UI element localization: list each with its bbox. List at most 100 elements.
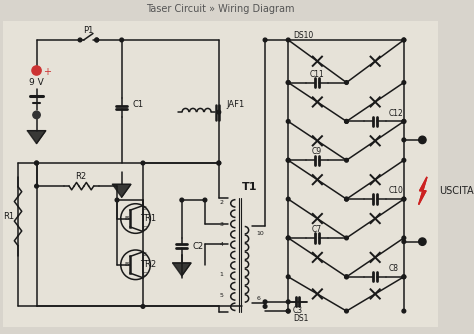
Polygon shape [419,177,427,205]
Text: C: C [143,273,147,278]
Circle shape [35,161,38,165]
Text: 5: 5 [219,293,223,298]
Text: DS10: DS10 [293,31,313,40]
Circle shape [345,197,348,201]
Circle shape [286,309,290,313]
Polygon shape [27,131,46,144]
Polygon shape [112,184,131,197]
Circle shape [95,38,99,42]
Text: TR2: TR2 [140,260,156,269]
Text: DS1: DS1 [293,314,308,323]
Text: R2: R2 [75,172,87,181]
Text: 2: 2 [219,200,223,205]
Circle shape [286,197,290,201]
Circle shape [402,236,406,240]
Circle shape [402,275,406,279]
Circle shape [32,66,41,75]
Circle shape [217,110,221,114]
Text: JAF1: JAF1 [226,100,245,109]
FancyBboxPatch shape [3,21,438,327]
Text: +: + [43,67,51,77]
Text: 4: 4 [219,242,223,247]
Circle shape [217,161,221,165]
Circle shape [419,136,426,144]
Text: P1: P1 [83,26,93,35]
Polygon shape [173,263,191,276]
Circle shape [263,38,267,42]
Circle shape [402,38,406,42]
Circle shape [141,305,145,308]
Text: R1: R1 [3,212,14,221]
Text: E: E [143,206,147,211]
Circle shape [345,120,348,123]
Circle shape [402,81,406,85]
Circle shape [419,238,426,245]
Circle shape [345,197,348,201]
Text: B: B [124,216,128,221]
Circle shape [95,38,99,42]
Circle shape [286,236,290,240]
Text: C12: C12 [389,109,404,118]
Text: B: B [124,262,128,267]
Text: C9: C9 [312,147,322,156]
Circle shape [286,309,290,313]
Circle shape [120,38,124,42]
Text: 1: 1 [219,273,223,278]
Circle shape [286,300,290,304]
Circle shape [402,138,406,142]
Circle shape [35,184,38,188]
Circle shape [402,158,406,162]
Circle shape [286,158,290,162]
Text: 9 V: 9 V [29,78,44,87]
Circle shape [141,161,145,165]
Text: USCITA: USCITA [439,186,474,196]
Circle shape [402,275,406,279]
Text: C7: C7 [312,225,322,234]
Text: C1: C1 [133,100,144,109]
Circle shape [402,38,406,42]
Circle shape [345,309,348,313]
Circle shape [345,81,348,85]
Circle shape [402,240,406,243]
Circle shape [345,275,348,279]
Polygon shape [419,177,427,205]
Text: E: E [143,252,147,257]
Circle shape [345,275,348,279]
Text: C11: C11 [310,70,324,79]
Circle shape [286,120,290,123]
Circle shape [402,197,406,201]
Circle shape [286,81,290,85]
Text: 3: 3 [219,221,223,226]
Circle shape [286,236,290,240]
Text: C8: C8 [389,264,399,273]
Text: 10: 10 [257,231,264,236]
Circle shape [78,38,82,42]
Circle shape [345,120,348,123]
Text: C2: C2 [193,242,204,251]
Circle shape [345,158,348,162]
Circle shape [263,300,267,304]
Circle shape [286,38,290,42]
Text: 6: 6 [257,296,261,301]
Circle shape [286,275,290,279]
Circle shape [402,309,406,313]
Text: TR1: TR1 [140,214,156,223]
Text: C3: C3 [292,306,302,315]
Text: C10: C10 [389,186,404,195]
Circle shape [217,161,221,165]
Circle shape [402,120,406,123]
Circle shape [203,198,207,202]
Circle shape [33,111,40,119]
Text: -: - [32,109,37,121]
Circle shape [402,120,406,123]
Circle shape [345,236,348,240]
Circle shape [115,198,119,202]
Circle shape [286,158,290,162]
Circle shape [286,81,290,85]
Text: T1: T1 [242,182,257,192]
Circle shape [402,197,406,201]
Text: C: C [143,226,147,231]
Circle shape [180,198,183,202]
Circle shape [35,161,38,165]
Circle shape [263,305,267,308]
